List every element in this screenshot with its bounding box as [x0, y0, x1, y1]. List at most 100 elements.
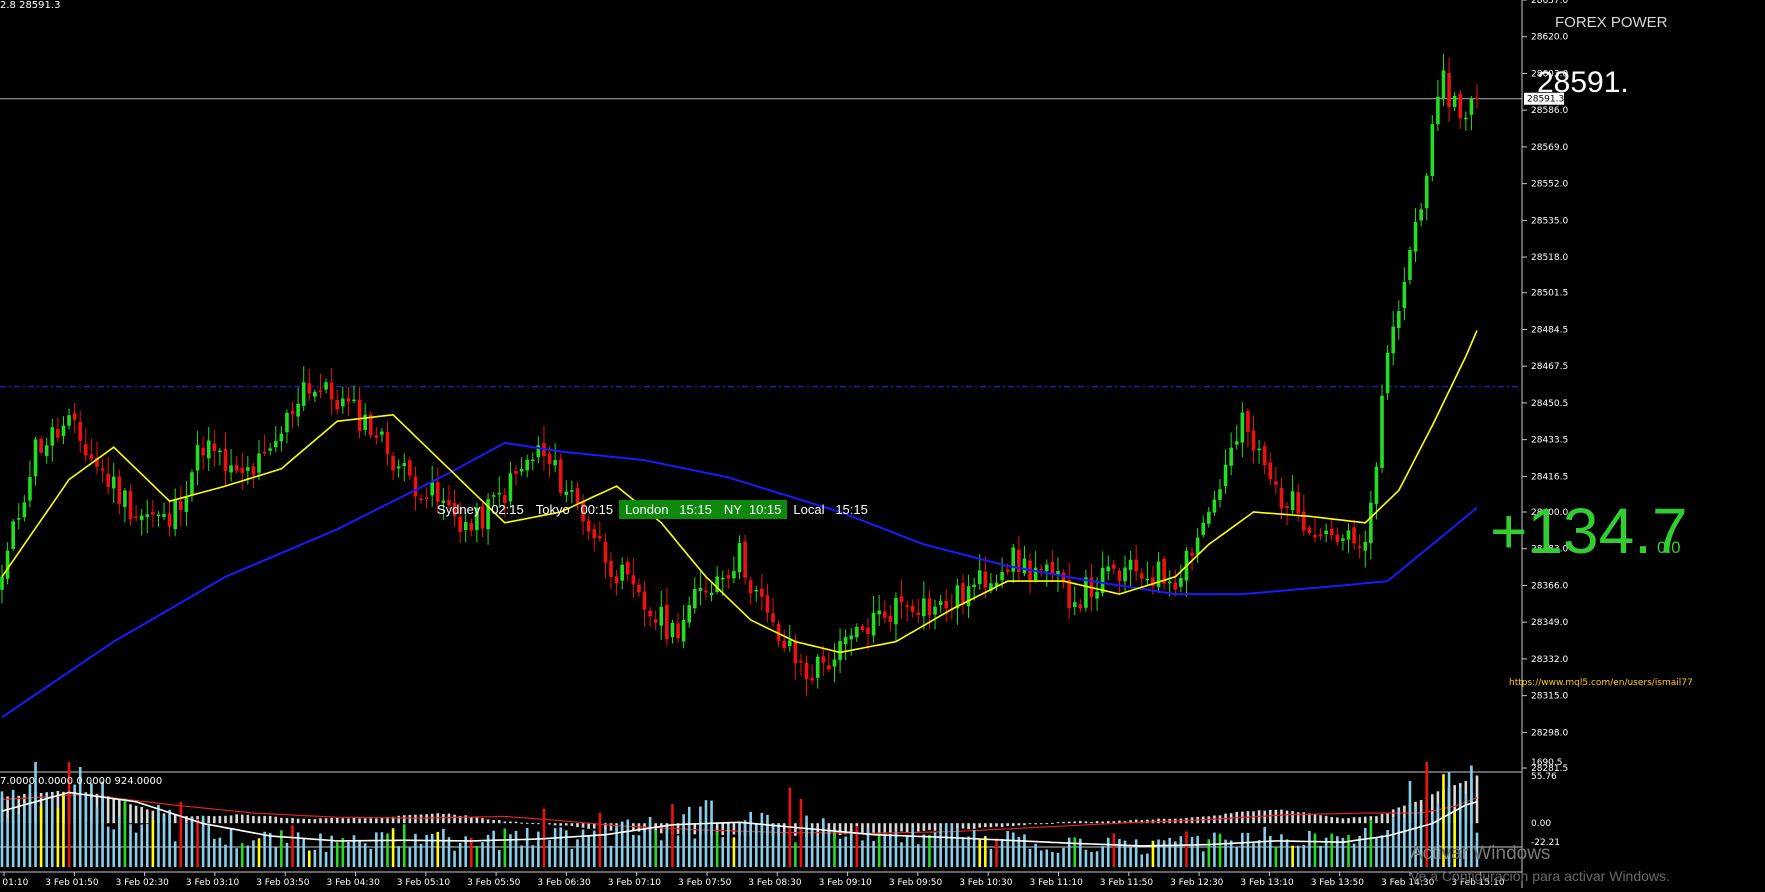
y-tick-label: 28450.5 [1531, 399, 1568, 409]
candle-body [1151, 577, 1155, 587]
volume-bar [162, 815, 166, 867]
volume-bar [1352, 843, 1356, 867]
volume-bar [799, 798, 803, 867]
candle [994, 574, 999, 592]
volume-bar [1296, 845, 1300, 867]
candle-body [698, 587, 703, 591]
candle [61, 416, 66, 445]
candle-body [1257, 448, 1261, 451]
candle-body [1084, 577, 1088, 608]
activation-watermark-subtitle: Ve a Configuración para activar Windows. [1410, 868, 1670, 884]
candle-body [1318, 534, 1323, 536]
candle-body [61, 425, 66, 437]
macd-bar [900, 823, 903, 832]
candle [1028, 553, 1032, 594]
macd-bar [984, 823, 987, 828]
volume-bar [246, 845, 250, 867]
volume-bar [45, 795, 48, 867]
macd-bar [1090, 821, 1093, 824]
volume-bar [6, 818, 9, 867]
candle-body [1078, 604, 1083, 609]
volume-bar [1336, 836, 1339, 867]
candle [139, 508, 144, 536]
candle [111, 462, 116, 504]
candle [491, 492, 496, 507]
volume-bar [1201, 851, 1205, 867]
candle-body [760, 588, 764, 597]
volume-bar [537, 831, 540, 867]
macd-bar [1431, 794, 1434, 824]
candle [257, 440, 261, 481]
candle [832, 643, 837, 683]
candle-body [301, 382, 306, 406]
candle [100, 458, 105, 483]
candle-body [268, 448, 272, 451]
volume-bar [989, 848, 993, 867]
candle-body [765, 595, 770, 613]
candle-body [1056, 571, 1060, 576]
volume-bar [648, 816, 652, 867]
macd-bar [1475, 775, 1479, 824]
volume-bar [168, 809, 171, 867]
macd-bar [1023, 823, 1026, 826]
volume-bar [715, 831, 719, 867]
secondary-change-display: 0.0 [1657, 538, 1681, 557]
candle [1128, 550, 1133, 588]
macd-bar [458, 815, 462, 824]
candle-body [955, 585, 960, 609]
volume-bar [402, 824, 406, 867]
candle-body [368, 414, 373, 436]
candle-body [659, 606, 664, 626]
candle [1385, 345, 1390, 400]
volume-bar [548, 840, 551, 867]
macd-bar [17, 795, 21, 824]
candle [475, 502, 479, 543]
candle [799, 653, 803, 676]
candle-body [273, 441, 278, 448]
candle-body [665, 604, 669, 640]
volume-bar [1162, 840, 1166, 867]
volume-bar [699, 806, 702, 867]
candle-body [877, 610, 881, 615]
macd-bar [838, 823, 842, 836]
candle [938, 594, 943, 613]
candle [296, 387, 300, 427]
candle [676, 613, 680, 643]
volume-bar [118, 816, 121, 867]
candle-body [983, 571, 988, 588]
macd-bar [537, 823, 540, 825]
volume-bar [894, 832, 898, 867]
candle-body [346, 398, 351, 402]
candle [553, 443, 557, 473]
macd-bar [609, 823, 613, 831]
candle-body [860, 625, 865, 630]
candle-body [1469, 98, 1474, 115]
candle-body [167, 513, 172, 527]
candle [642, 581, 647, 627]
candle-body [821, 656, 826, 663]
current-price-tag-label: 28591.3 [1527, 95, 1564, 105]
candle-body [681, 619, 686, 642]
macd-bar [1363, 816, 1367, 824]
candle-body [352, 399, 356, 402]
candle [56, 417, 60, 442]
candle-body [1022, 558, 1027, 574]
macd-bar [1308, 813, 1311, 824]
volume-bar [1308, 830, 1311, 867]
candle-body [1134, 559, 1138, 572]
candle-body [1179, 578, 1183, 587]
candle-body [50, 427, 55, 446]
candle [977, 554, 982, 590]
volume-bar [1000, 838, 1004, 867]
macd-bar [905, 823, 909, 833]
candle-body [843, 637, 848, 645]
author-url[interactable]: https://www.mql5.com/en/users/ismail77 [1509, 678, 1693, 688]
macd-bar [548, 823, 551, 825]
volume-bar [140, 824, 143, 867]
macd-bar [961, 823, 965, 829]
candle [1396, 300, 1401, 340]
volume-bar [112, 829, 116, 867]
volume-bar [782, 832, 786, 867]
